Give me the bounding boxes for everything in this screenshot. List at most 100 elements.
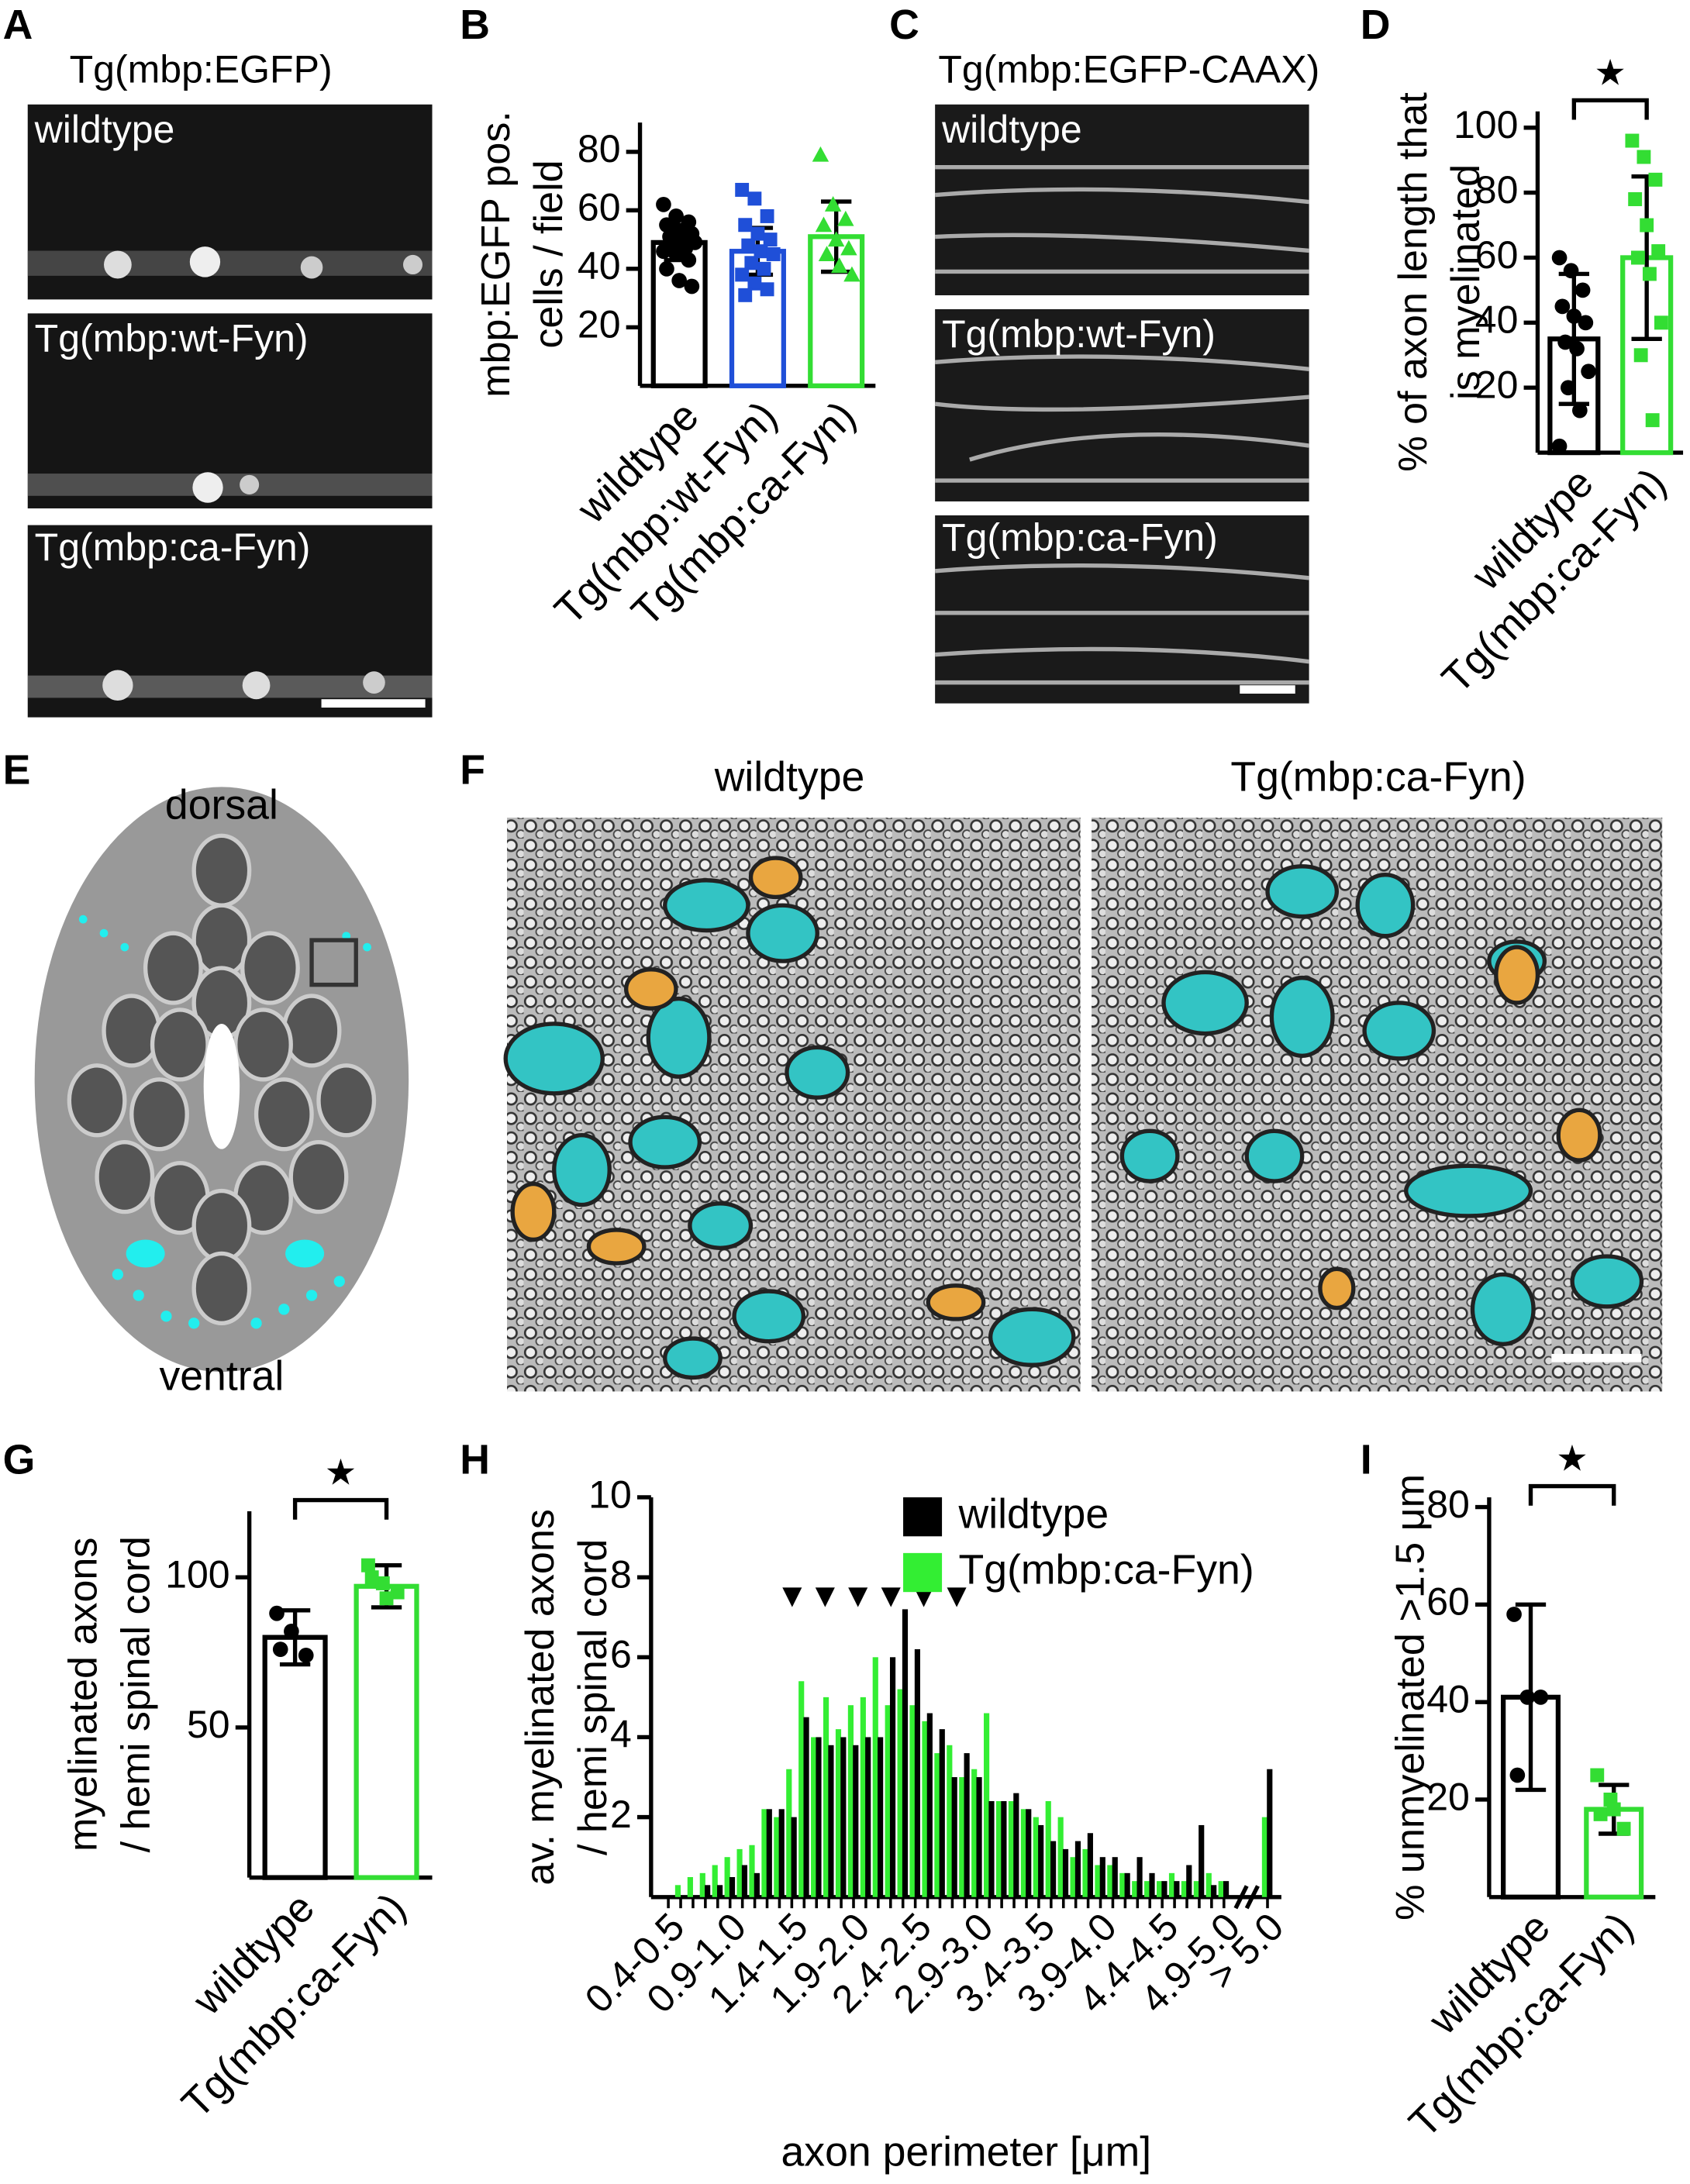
bar xyxy=(741,1865,748,1897)
data-point xyxy=(1628,192,1643,206)
data-point xyxy=(812,146,829,162)
bar xyxy=(761,1809,767,1897)
bar xyxy=(712,1865,718,1897)
y-tick-label: 60 xyxy=(578,186,621,229)
bar xyxy=(354,1583,419,1880)
bar xyxy=(1168,1872,1175,1897)
image-label: wildtype xyxy=(34,108,175,151)
bar xyxy=(847,1705,854,1897)
y-tick-label: 100 xyxy=(165,1552,229,1596)
bar xyxy=(926,1713,933,1897)
bar xyxy=(724,1857,730,1897)
bar xyxy=(1174,1881,1180,1897)
bar xyxy=(1074,1841,1081,1897)
data-point xyxy=(1633,348,1648,363)
panel-label: F xyxy=(460,747,485,794)
data-point xyxy=(744,256,759,270)
data-point xyxy=(1625,133,1640,148)
bar xyxy=(951,1777,957,1897)
y-tick-label: 10 xyxy=(588,1473,632,1516)
bar xyxy=(964,1753,970,1897)
data-point xyxy=(738,218,753,233)
bar xyxy=(262,1635,328,1880)
y-axis-label: av. myelinated axons xyxy=(518,1509,563,1886)
bar xyxy=(902,1609,909,1897)
image-label: Tg(mbp:wt-Fyn) xyxy=(942,312,1216,356)
bar xyxy=(1261,1817,1268,1897)
bar xyxy=(878,1737,884,1897)
data-point xyxy=(735,267,750,282)
data-point xyxy=(656,196,671,212)
bar xyxy=(828,1745,834,1897)
bar xyxy=(1095,1865,1101,1897)
panel-label: G xyxy=(3,1436,36,1483)
bar xyxy=(1087,1833,1093,1897)
data-point xyxy=(1563,263,1579,279)
legend-swatch xyxy=(903,1497,943,1537)
bar xyxy=(1205,1872,1212,1897)
bar xyxy=(853,1745,859,1897)
significance-star: ★ xyxy=(1594,52,1626,92)
bar xyxy=(803,1717,809,1897)
bar xyxy=(1082,1848,1088,1897)
bar xyxy=(988,1800,995,1897)
bar xyxy=(922,1721,928,1897)
data-point xyxy=(1557,334,1573,350)
bar xyxy=(736,1848,743,1897)
data-point xyxy=(815,216,833,233)
data-point xyxy=(1593,1807,1608,1821)
bar xyxy=(1223,1881,1230,1897)
annotation: ▼▼▼▼▼▼ xyxy=(776,1577,974,1614)
data-point xyxy=(1519,1689,1536,1705)
bar xyxy=(995,1800,1002,1897)
panel-label: B xyxy=(460,2,490,48)
bar xyxy=(984,1713,990,1897)
data-point xyxy=(1561,380,1576,396)
axis-break xyxy=(1233,1885,1260,1910)
bar xyxy=(811,1737,817,1897)
y-tick-label: 80 xyxy=(1475,168,1519,212)
data-point xyxy=(831,257,848,274)
legend-label: Tg(mbp:ca-Fyn) xyxy=(959,1546,1254,1593)
data-point xyxy=(1509,1767,1526,1783)
bar xyxy=(1156,1881,1163,1897)
y-tick-label: 50 xyxy=(187,1703,230,1746)
bar xyxy=(897,1689,903,1897)
y-tick-label: 80 xyxy=(578,127,621,171)
bar xyxy=(1132,1881,1138,1897)
data-point xyxy=(1651,244,1666,259)
data-point xyxy=(843,266,861,282)
bar xyxy=(778,1809,785,1897)
bar xyxy=(1026,1809,1032,1897)
bar xyxy=(1008,1800,1015,1897)
data-point xyxy=(668,246,684,262)
data-point xyxy=(760,208,774,223)
data-point xyxy=(298,1648,314,1663)
bar xyxy=(1124,1872,1130,1897)
data-point xyxy=(763,233,778,247)
data-point xyxy=(760,282,774,297)
bar xyxy=(749,1845,755,1897)
data-point xyxy=(1551,250,1568,266)
data-point xyxy=(818,246,836,261)
bar xyxy=(872,1657,878,1897)
data-point xyxy=(757,261,771,276)
electron-micrograph xyxy=(503,817,1663,1392)
y-axis-label: % unmyelinated >1.5 μm xyxy=(1388,1474,1433,1920)
y-tick-label: 20 xyxy=(578,302,621,346)
data-point xyxy=(671,273,687,288)
data-point xyxy=(1606,1802,1621,1817)
legend-label: wildtype xyxy=(958,1490,1109,1537)
data-point xyxy=(1648,172,1663,187)
bar xyxy=(1020,1809,1026,1897)
y-tick-label: 2 xyxy=(610,1793,632,1836)
bar xyxy=(914,1648,920,1897)
bar xyxy=(766,1809,772,1897)
y-tick-label: 40 xyxy=(1426,1677,1470,1721)
legend-swatch xyxy=(903,1552,943,1593)
y-tick-label: 40 xyxy=(1475,298,1519,342)
bar xyxy=(705,1885,711,1897)
image-label: Tg(mbp:wt-Fyn) xyxy=(35,316,309,360)
data-point xyxy=(659,260,674,277)
micrograph xyxy=(934,104,1309,704)
